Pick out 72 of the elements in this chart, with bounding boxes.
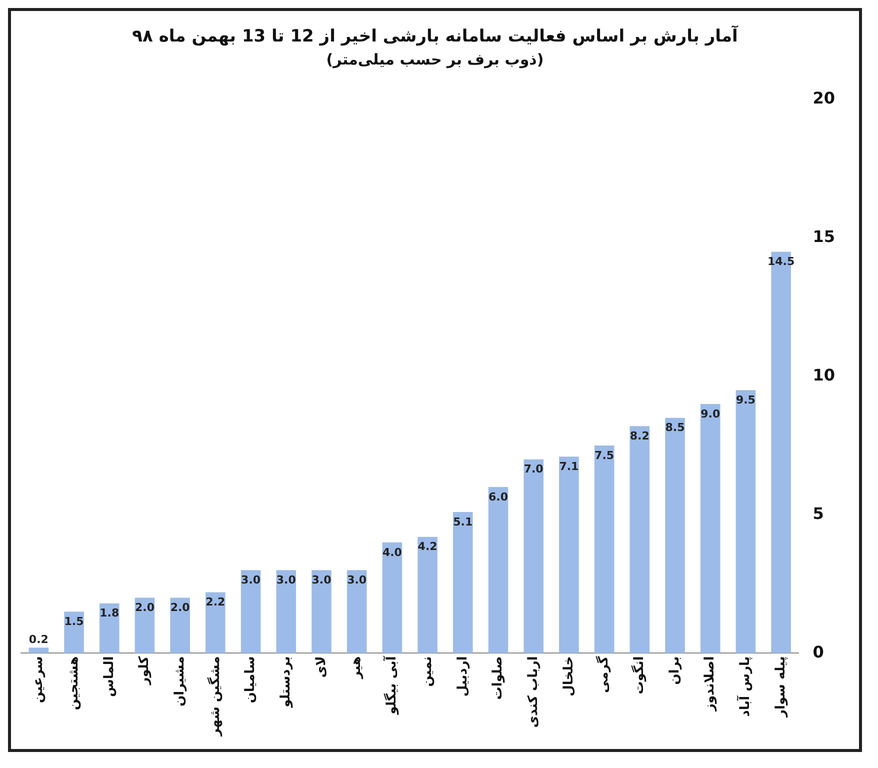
data-label: 3.0 xyxy=(312,573,332,586)
x-tick-label: لای xyxy=(314,656,329,678)
data-label: 8.2 xyxy=(630,429,650,442)
bar xyxy=(700,404,720,654)
y-tick-label: 10 xyxy=(812,365,835,384)
bar xyxy=(594,446,614,654)
data-label: 3.0 xyxy=(276,573,296,586)
data-label: 2.0 xyxy=(170,601,190,614)
x-tick-label: بردستلو xyxy=(278,656,294,708)
bar xyxy=(276,570,296,654)
bar xyxy=(524,459,544,654)
x-tick-label: کلور xyxy=(137,656,152,686)
bar xyxy=(99,603,120,654)
bar xyxy=(240,570,261,654)
bar xyxy=(312,570,332,654)
bar xyxy=(382,542,402,654)
x-tick-label: گرمی xyxy=(596,656,612,694)
x-tick-label: سرعین xyxy=(31,656,46,703)
x-tick-label: اردبیل xyxy=(455,656,470,697)
y-tick-label: 0 xyxy=(812,642,824,662)
data-label: 3.0 xyxy=(347,573,367,586)
data-label: 9.5 xyxy=(736,393,756,406)
x-tick-label: ارباب کندی xyxy=(526,656,541,728)
x-tick-label: خلخال xyxy=(561,656,576,696)
bar xyxy=(559,456,579,654)
data-label: 0.2 xyxy=(28,633,48,646)
chart-title: آمار بارش بر اساس فعالیت سامانه بارشی اخیر از 12 تا 13 بهمن ماه ۹۸ xyxy=(132,24,740,47)
x-tick-label: اصلاندوز xyxy=(702,656,718,712)
bar xyxy=(28,648,49,654)
data-label: 3.0 xyxy=(241,573,261,586)
data-label: 2.0 xyxy=(134,601,155,614)
chart-subtitle: (ذوب برف بر حسب میلی‌متر) xyxy=(326,50,544,68)
bar xyxy=(630,426,650,654)
x-tick-label: پارس آباد xyxy=(736,656,754,717)
data-label: 7.0 xyxy=(524,462,544,476)
data-label: 6.0 xyxy=(488,490,508,504)
x-tick-label: صلوات xyxy=(490,656,506,700)
bar xyxy=(134,598,155,654)
bar xyxy=(170,598,190,654)
data-label: 2.2 xyxy=(206,596,226,609)
data-label: 1.8 xyxy=(100,606,120,620)
x-tick-label: انگوت xyxy=(631,656,648,694)
bar xyxy=(64,612,84,654)
x-tick-label: الماس xyxy=(102,656,117,698)
x-tick-label: هشتجین xyxy=(66,656,82,710)
data-label: 14.5 xyxy=(767,255,795,268)
bar xyxy=(418,536,438,654)
x-tick-label: مشیران xyxy=(172,656,188,706)
data-label: 8.5 xyxy=(665,421,685,434)
bar xyxy=(736,390,756,654)
y-tick-label: 5 xyxy=(812,504,824,523)
data-label: 5.1 xyxy=(453,515,473,528)
x-tick-label: پیله سوار xyxy=(773,656,788,718)
data-label: 4.2 xyxy=(418,540,438,554)
y-tick-label: 15 xyxy=(812,227,835,246)
data-label: 4.0 xyxy=(382,546,402,559)
x-tick-label: آبی بیگلو xyxy=(382,656,400,716)
bar xyxy=(488,487,508,654)
x-tick-label: مشگین شهر xyxy=(206,656,223,738)
y-tick-label: 20 xyxy=(812,88,835,108)
x-tick-label: هیر xyxy=(349,656,364,680)
x-tick-label: سامیان xyxy=(243,656,258,704)
x-tick-label: بران xyxy=(667,656,682,685)
bar xyxy=(452,512,473,654)
data-label: 7.1 xyxy=(559,460,579,473)
data-label: 1.5 xyxy=(64,615,84,628)
data-label: 7.5 xyxy=(594,448,614,462)
data-label: 9.0 xyxy=(700,407,720,420)
bar xyxy=(665,418,685,654)
x-tick-label: نمین xyxy=(420,656,435,687)
bar xyxy=(206,592,226,654)
bar xyxy=(346,570,367,654)
